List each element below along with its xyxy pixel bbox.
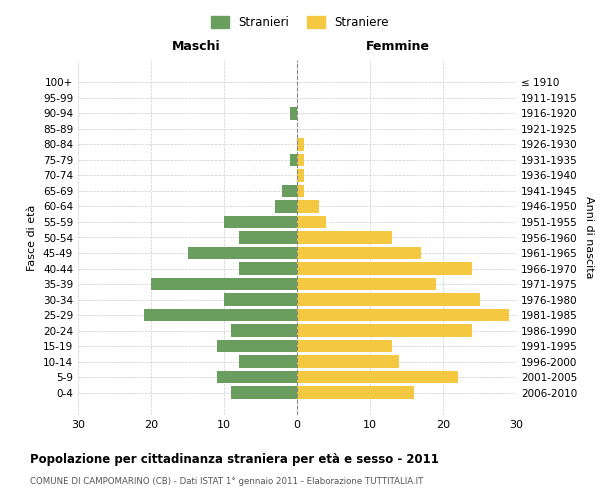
- Bar: [239, 232, 297, 243]
- Bar: [239, 356, 297, 368]
- Bar: [297, 309, 509, 322]
- Bar: [297, 324, 472, 337]
- Bar: [297, 340, 392, 352]
- Y-axis label: Fasce di età: Fasce di età: [28, 204, 37, 270]
- Bar: [224, 294, 297, 306]
- Bar: [297, 200, 319, 212]
- Bar: [144, 309, 297, 322]
- Bar: [283, 184, 297, 197]
- Bar: [275, 200, 297, 212]
- Bar: [239, 262, 297, 274]
- Bar: [297, 138, 304, 150]
- Bar: [151, 278, 297, 290]
- Y-axis label: Anni di nascita: Anni di nascita: [584, 196, 594, 279]
- Bar: [297, 216, 326, 228]
- Bar: [297, 294, 479, 306]
- Bar: [290, 107, 297, 120]
- Bar: [297, 278, 436, 290]
- Bar: [297, 371, 458, 384]
- Text: Popolazione per cittadinanza straniera per età e sesso - 2011: Popolazione per cittadinanza straniera p…: [30, 452, 439, 466]
- Bar: [232, 386, 297, 399]
- Bar: [290, 154, 297, 166]
- Text: Femmine: Femmine: [366, 40, 430, 53]
- Text: Maschi: Maschi: [172, 40, 221, 53]
- Bar: [297, 247, 421, 259]
- Bar: [232, 324, 297, 337]
- Bar: [297, 356, 399, 368]
- Bar: [297, 262, 472, 274]
- Bar: [217, 340, 297, 352]
- Bar: [187, 247, 297, 259]
- Bar: [297, 154, 304, 166]
- Bar: [217, 371, 297, 384]
- Bar: [297, 232, 392, 243]
- Bar: [297, 386, 414, 399]
- Bar: [297, 184, 304, 197]
- Bar: [224, 216, 297, 228]
- Bar: [297, 169, 304, 181]
- Legend: Stranieri, Straniere: Stranieri, Straniere: [206, 11, 394, 34]
- Text: COMUNE DI CAMPOMARINO (CB) - Dati ISTAT 1° gennaio 2011 - Elaborazione TUTTITALI: COMUNE DI CAMPOMARINO (CB) - Dati ISTAT …: [30, 478, 424, 486]
